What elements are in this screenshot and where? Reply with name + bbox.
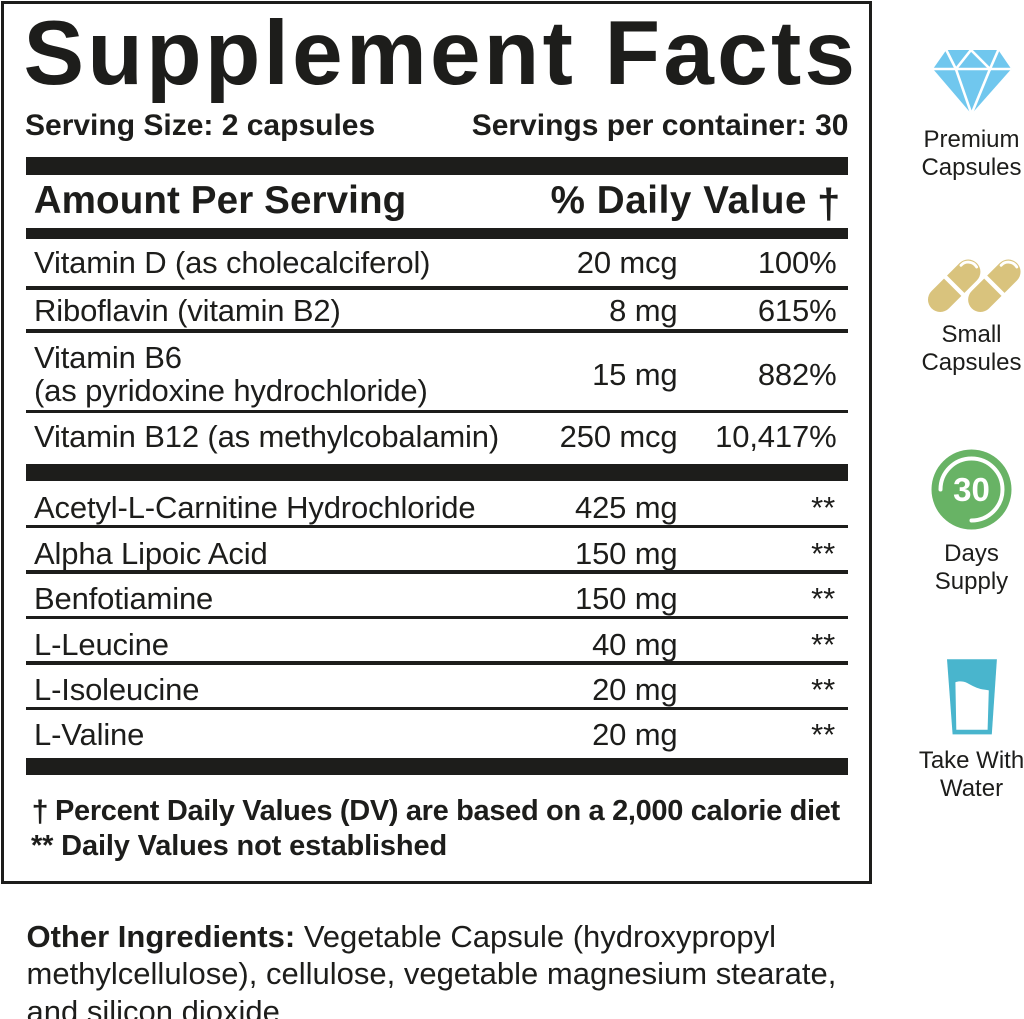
svg-text:30: 30 [953,471,990,508]
